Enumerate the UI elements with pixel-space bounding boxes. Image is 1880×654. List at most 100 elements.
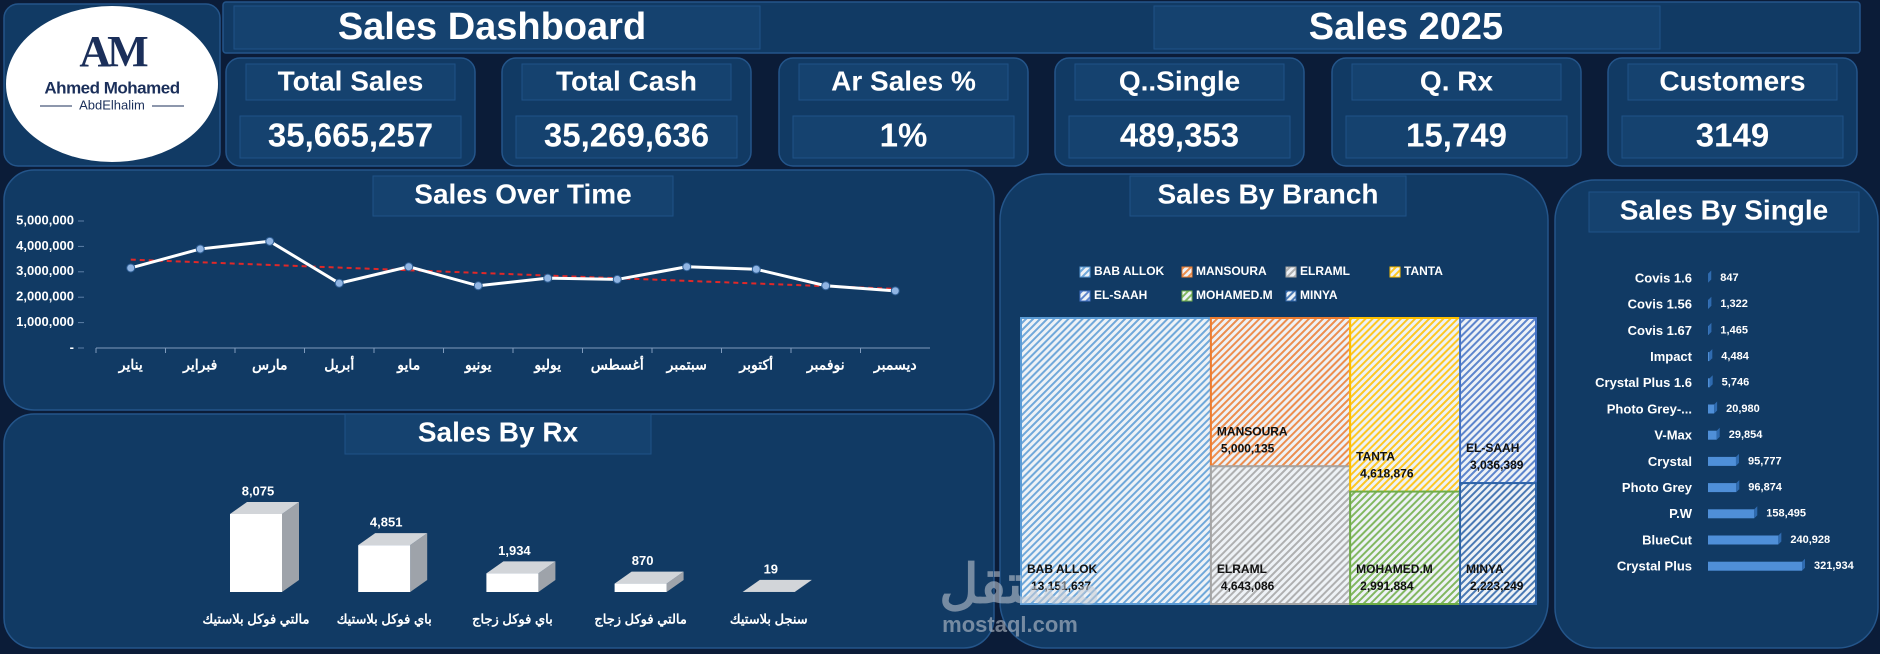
chart-title-box bbox=[1588, 191, 1860, 233]
chart-title: Sales By Single bbox=[1620, 194, 1829, 225]
data-label: 158,495 bbox=[1766, 508, 1806, 520]
tile-label: BAB ALLOK 13,151,637 bbox=[1027, 562, 1098, 593]
y-tick-label: 5,000,000 bbox=[16, 212, 74, 227]
data-label: 95,777 bbox=[1748, 455, 1782, 467]
line-marker bbox=[404, 262, 414, 272]
line-marker bbox=[473, 281, 483, 291]
bar-depth bbox=[1754, 506, 1758, 519]
x-tick-label: فبراير bbox=[182, 357, 217, 374]
treemap-tile bbox=[1459, 317, 1537, 485]
line-marker bbox=[126, 263, 136, 273]
line-marker bbox=[751, 264, 761, 274]
x-tick-label: يناير bbox=[118, 357, 143, 374]
y-tick-label: Covis 1.6 bbox=[1635, 270, 1692, 285]
line-marker bbox=[821, 281, 831, 291]
bar-side bbox=[282, 502, 299, 592]
x-tick-label: أبريل bbox=[324, 355, 354, 374]
legend-swatch bbox=[1079, 290, 1091, 302]
bar-top bbox=[358, 533, 428, 546]
bar-depth bbox=[1716, 427, 1720, 440]
bar bbox=[1708, 456, 1736, 466]
treemap-tile bbox=[1209, 317, 1352, 468]
bar-depth bbox=[1736, 480, 1740, 493]
tile-name: EL-SAAH bbox=[1466, 441, 1519, 455]
header-box bbox=[233, 5, 761, 50]
data-label: 5,746 bbox=[1722, 377, 1750, 389]
chart-title: Sales By Rx bbox=[418, 416, 579, 447]
kpi-label: Ar Sales % bbox=[831, 65, 976, 96]
chart-title-box bbox=[372, 175, 674, 217]
kpi-value-box bbox=[239, 115, 462, 159]
bar-front bbox=[486, 573, 539, 592]
kpi-label: Customers bbox=[1659, 65, 1805, 96]
bar bbox=[1708, 430, 1717, 440]
y-tick-label: Covis 1.67 bbox=[1628, 323, 1692, 338]
kpi-label: Total Cash bbox=[556, 65, 697, 96]
treemap-tile bbox=[1349, 317, 1462, 493]
bar-depth bbox=[1709, 375, 1713, 388]
bar-top bbox=[486, 561, 556, 574]
bar-3d bbox=[614, 571, 684, 592]
x-tick-label: ديسمبر bbox=[873, 357, 917, 374]
bar-3d bbox=[742, 579, 812, 592]
x-tick-label: أغسطس bbox=[591, 355, 644, 374]
bar-depth bbox=[1735, 453, 1739, 466]
tile-value: 3,036,389 bbox=[1470, 458, 1524, 472]
legend-label: BAB ALLOK bbox=[1094, 264, 1165, 278]
data-label: 321,934 bbox=[1814, 560, 1855, 572]
bar-side bbox=[410, 533, 428, 592]
treemap-tile bbox=[1349, 490, 1462, 605]
legend-label: MINYA bbox=[1300, 288, 1338, 302]
line-marker bbox=[195, 244, 205, 254]
logo-subname: AbdElhalim bbox=[79, 97, 145, 112]
data-label: 4,484 bbox=[1721, 351, 1749, 363]
kpi-label: Q. Rx bbox=[1420, 65, 1494, 96]
chart-title-box bbox=[344, 413, 652, 455]
y-tick-label: Impact bbox=[1650, 349, 1693, 364]
line-marker bbox=[612, 274, 622, 284]
x-tick-label: مالتي فوكل بلاستيك bbox=[203, 611, 310, 627]
y-tick-label: Crystal Plus bbox=[1617, 559, 1692, 574]
line-series bbox=[130, 239, 896, 293]
kpi-value-box bbox=[792, 115, 1015, 159]
treemap-tile bbox=[1459, 482, 1537, 605]
logo-circle bbox=[6, 6, 218, 162]
y-tick-label: BlueCut bbox=[1642, 532, 1693, 547]
x-tick-label: يوليو bbox=[533, 357, 561, 374]
watermark-latin: mostaql.com bbox=[942, 612, 1078, 637]
x-tick-label: مالتي فوكل زجاج bbox=[594, 611, 687, 627]
logo-mark: AM bbox=[79, 27, 148, 76]
bar-depth bbox=[1778, 532, 1782, 545]
y-tick-label: Photo Grey-... bbox=[1607, 401, 1692, 416]
bar-depth bbox=[1709, 349, 1713, 362]
legend-swatch bbox=[1285, 290, 1297, 302]
bar-top bbox=[614, 571, 684, 584]
x-tick-label: يونيو bbox=[464, 357, 492, 374]
y-tick-label: 4,000,000 bbox=[16, 238, 74, 253]
x-tick-label: باي فوكل بلاستيك bbox=[337, 611, 432, 627]
tile-value: 4,618,876 bbox=[1360, 467, 1414, 481]
x-tick-label: مارس bbox=[252, 357, 288, 374]
y-tick-label: Covis 1.56 bbox=[1628, 297, 1692, 312]
bar-3d bbox=[358, 533, 428, 592]
bar-front bbox=[614, 583, 667, 592]
line-marker bbox=[543, 273, 553, 283]
tile-label: TANTA 4,618,876 bbox=[1356, 450, 1414, 481]
watermark-arabic: مستقل bbox=[939, 554, 1101, 614]
bar-side bbox=[666, 571, 684, 592]
year-title: Sales 2025 bbox=[1309, 6, 1503, 48]
data-label: 4,851 bbox=[370, 515, 403, 530]
y-tick-label: Crystal bbox=[1648, 454, 1692, 469]
kpi-value: 35,269,636 bbox=[544, 117, 709, 154]
kpi-label-box bbox=[1074, 63, 1285, 101]
bar-depth bbox=[1714, 401, 1718, 414]
data-label: 19 bbox=[764, 561, 778, 576]
kpi-value: 1% bbox=[880, 117, 928, 154]
bar-depth bbox=[1708, 322, 1712, 335]
single-panel bbox=[1554, 179, 1879, 649]
line-marker bbox=[890, 286, 900, 296]
tile-name: BAB ALLOK bbox=[1027, 562, 1098, 576]
data-label: 1,465 bbox=[1720, 324, 1748, 336]
bar-side bbox=[794, 579, 812, 592]
